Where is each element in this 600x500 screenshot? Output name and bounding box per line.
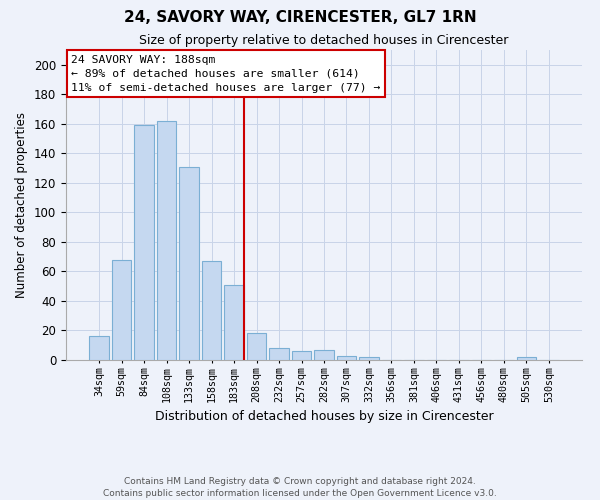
Bar xyxy=(359,357,379,360)
Bar xyxy=(202,261,221,360)
Text: 24, SAVORY WAY, CIRENCESTER, GL7 1RN: 24, SAVORY WAY, CIRENCESTER, GL7 1RN xyxy=(124,10,476,25)
Bar xyxy=(269,348,289,360)
Text: Contains HM Land Registry data © Crown copyright and database right 2024.
Contai: Contains HM Land Registry data © Crown c… xyxy=(103,476,497,498)
Bar xyxy=(224,284,244,360)
Bar xyxy=(337,356,356,360)
Bar xyxy=(134,126,154,360)
Bar xyxy=(314,350,334,360)
Bar xyxy=(157,121,176,360)
Bar xyxy=(89,336,109,360)
X-axis label: Distribution of detached houses by size in Cirencester: Distribution of detached houses by size … xyxy=(155,410,493,423)
Bar xyxy=(112,260,131,360)
Bar xyxy=(517,357,536,360)
Y-axis label: Number of detached properties: Number of detached properties xyxy=(16,112,28,298)
Bar xyxy=(247,334,266,360)
Text: 24 SAVORY WAY: 188sqm
← 89% of detached houses are smaller (614)
11% of semi-det: 24 SAVORY WAY: 188sqm ← 89% of detached … xyxy=(71,54,380,92)
Bar xyxy=(292,351,311,360)
Title: Size of property relative to detached houses in Cirencester: Size of property relative to detached ho… xyxy=(139,34,509,48)
Bar xyxy=(179,166,199,360)
